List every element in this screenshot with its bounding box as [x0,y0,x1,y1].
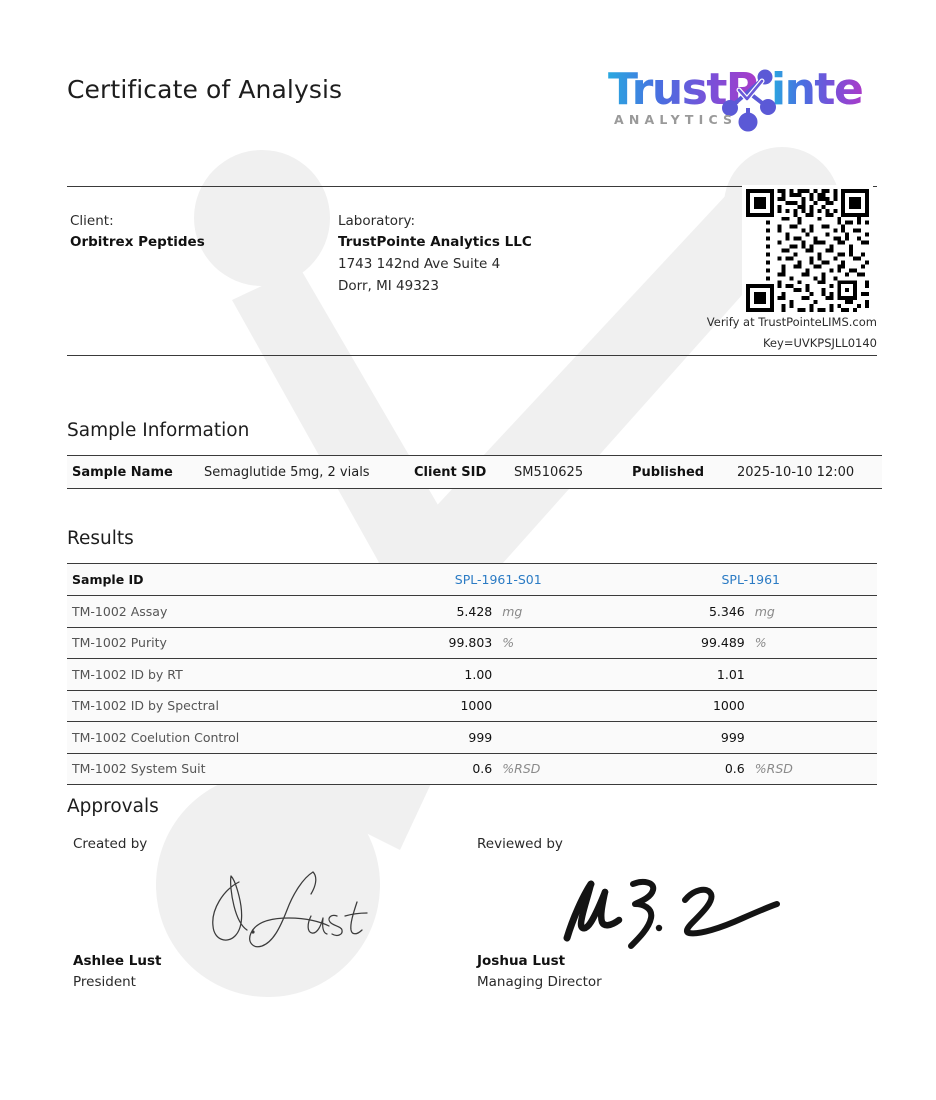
table-header-row: Sample ID SPL-1961-S01 SPL-1961 [67,563,877,596]
parties-divider [67,355,877,356]
result-value: 5.346 [624,595,751,628]
laboratory-address-line1: 1743 142nd Ave Suite 4 [338,256,501,272]
client-label: Client: [70,213,114,229]
result-unit [750,658,877,691]
analyte-label: TM-1002 Coelution Control [67,721,372,754]
result-value: 0.6 [372,752,499,785]
result-value: 99.489 [624,626,751,659]
table-row: TM-1002 ID by RT 1.00 1.01 [67,658,877,691]
page-title: Certificate of Analysis [67,75,343,104]
laboratory-label: Laboratory: [338,213,416,229]
analyte-label: TM-1002 Assay [67,595,372,628]
table-row: TM-1002 ID by Spectral 1000 1000 [67,689,877,722]
approvals-heading: Approvals [67,796,159,817]
table-row: TM-1002 Purity 99.803 % 99.489 % [67,626,877,659]
result-value: 99.803 [372,626,499,659]
analyte-label: TM-1002 ID by RT [67,658,372,691]
table-row: TM-1002 System Suit 0.6 %RSD 0.6 %RSD [67,752,877,785]
verify-url-text: Verify at TrustPointeLIMS.com [706,315,877,329]
created-by-name: Ashlee Lust [73,953,162,969]
result-unit: mg [498,595,625,628]
analyte-label: TM-1002 ID by Spectral [67,689,372,722]
result-value: 0.6 [624,752,751,785]
approval-reviewed-by: Reviewed by [477,836,867,990]
reviewed-by-name: Joshua Lust [477,953,566,969]
result-value: 1.00 [372,658,499,691]
signature-ashlee-lust [73,858,463,953]
result-unit [498,721,625,754]
result-value: 999 [372,721,499,754]
reviewed-by-title: Managing Director [477,974,602,990]
laboratory-address-line2: Dorr, MI 49323 [338,278,439,294]
verification-key-text: Key=UVKPSJLL0140 [762,336,877,350]
laboratory-name: TrustPointe Analytics LLC [338,234,532,250]
table-row: Sample Name Semaglutide 5mg, 2 vials Cli… [67,455,882,489]
created-by-title: President [73,974,136,990]
result-unit [750,721,877,754]
results-table: Sample ID SPL-1961-S01 SPL-1961 TM-1002 … [67,563,877,785]
sample-information-heading: Sample Information [67,420,250,441]
result-unit: %RSD [750,752,877,785]
verification-qr-code[interactable] [742,185,873,316]
result-unit [498,658,625,691]
analyte-label: TM-1002 Purity [67,626,372,659]
table-row: TM-1002 Assay 5.428 mg 5.346 mg [67,595,877,628]
sample-name-label: Sample Name [67,455,204,489]
analyte-label: TM-1002 System Suit [67,752,372,785]
sample-column-header-2[interactable]: SPL-1961 [624,563,877,596]
result-unit: % [498,626,625,659]
results-heading: Results [67,528,134,549]
table-row: TM-1002 Coelution Control 999 999 [67,721,877,754]
svg-text:ANALYTICS: ANALYTICS [614,112,737,127]
reviewed-by-label: Reviewed by [477,836,563,852]
approval-created-by: Created by [73,836,463,990]
result-value: 1000 [372,689,499,722]
published-label: Published [632,455,737,489]
signature-joshua-lust [477,858,867,953]
result-unit [498,689,625,722]
published-value: 2025-10-10 12:00 [737,455,882,489]
sample-name-value: Semaglutide 5mg, 2 vials [204,455,414,489]
sample-id-header: Sample ID [67,563,372,596]
result-value: 999 [624,721,751,754]
result-value: 1.01 [624,658,751,691]
result-value: 5.428 [372,595,499,628]
client-sid-value: SM510625 [514,455,632,489]
created-by-label: Created by [73,836,148,852]
sample-information-table: Sample Name Semaglutide 5mg, 2 vials Cli… [67,455,882,489]
result-unit: % [750,626,877,659]
svg-text:inte: inte [771,64,862,115]
result-unit: %RSD [498,752,625,785]
client-name: Orbitrex Peptides [70,234,205,250]
result-value: 1000 [624,689,751,722]
client-sid-label: Client SID [414,455,514,489]
result-unit [750,689,877,722]
result-unit: mg [750,595,877,628]
trustpointe-logo: TrustP inte ANALYTICS [608,62,878,132]
sample-column-header-1[interactable]: SPL-1961-S01 [372,563,625,596]
